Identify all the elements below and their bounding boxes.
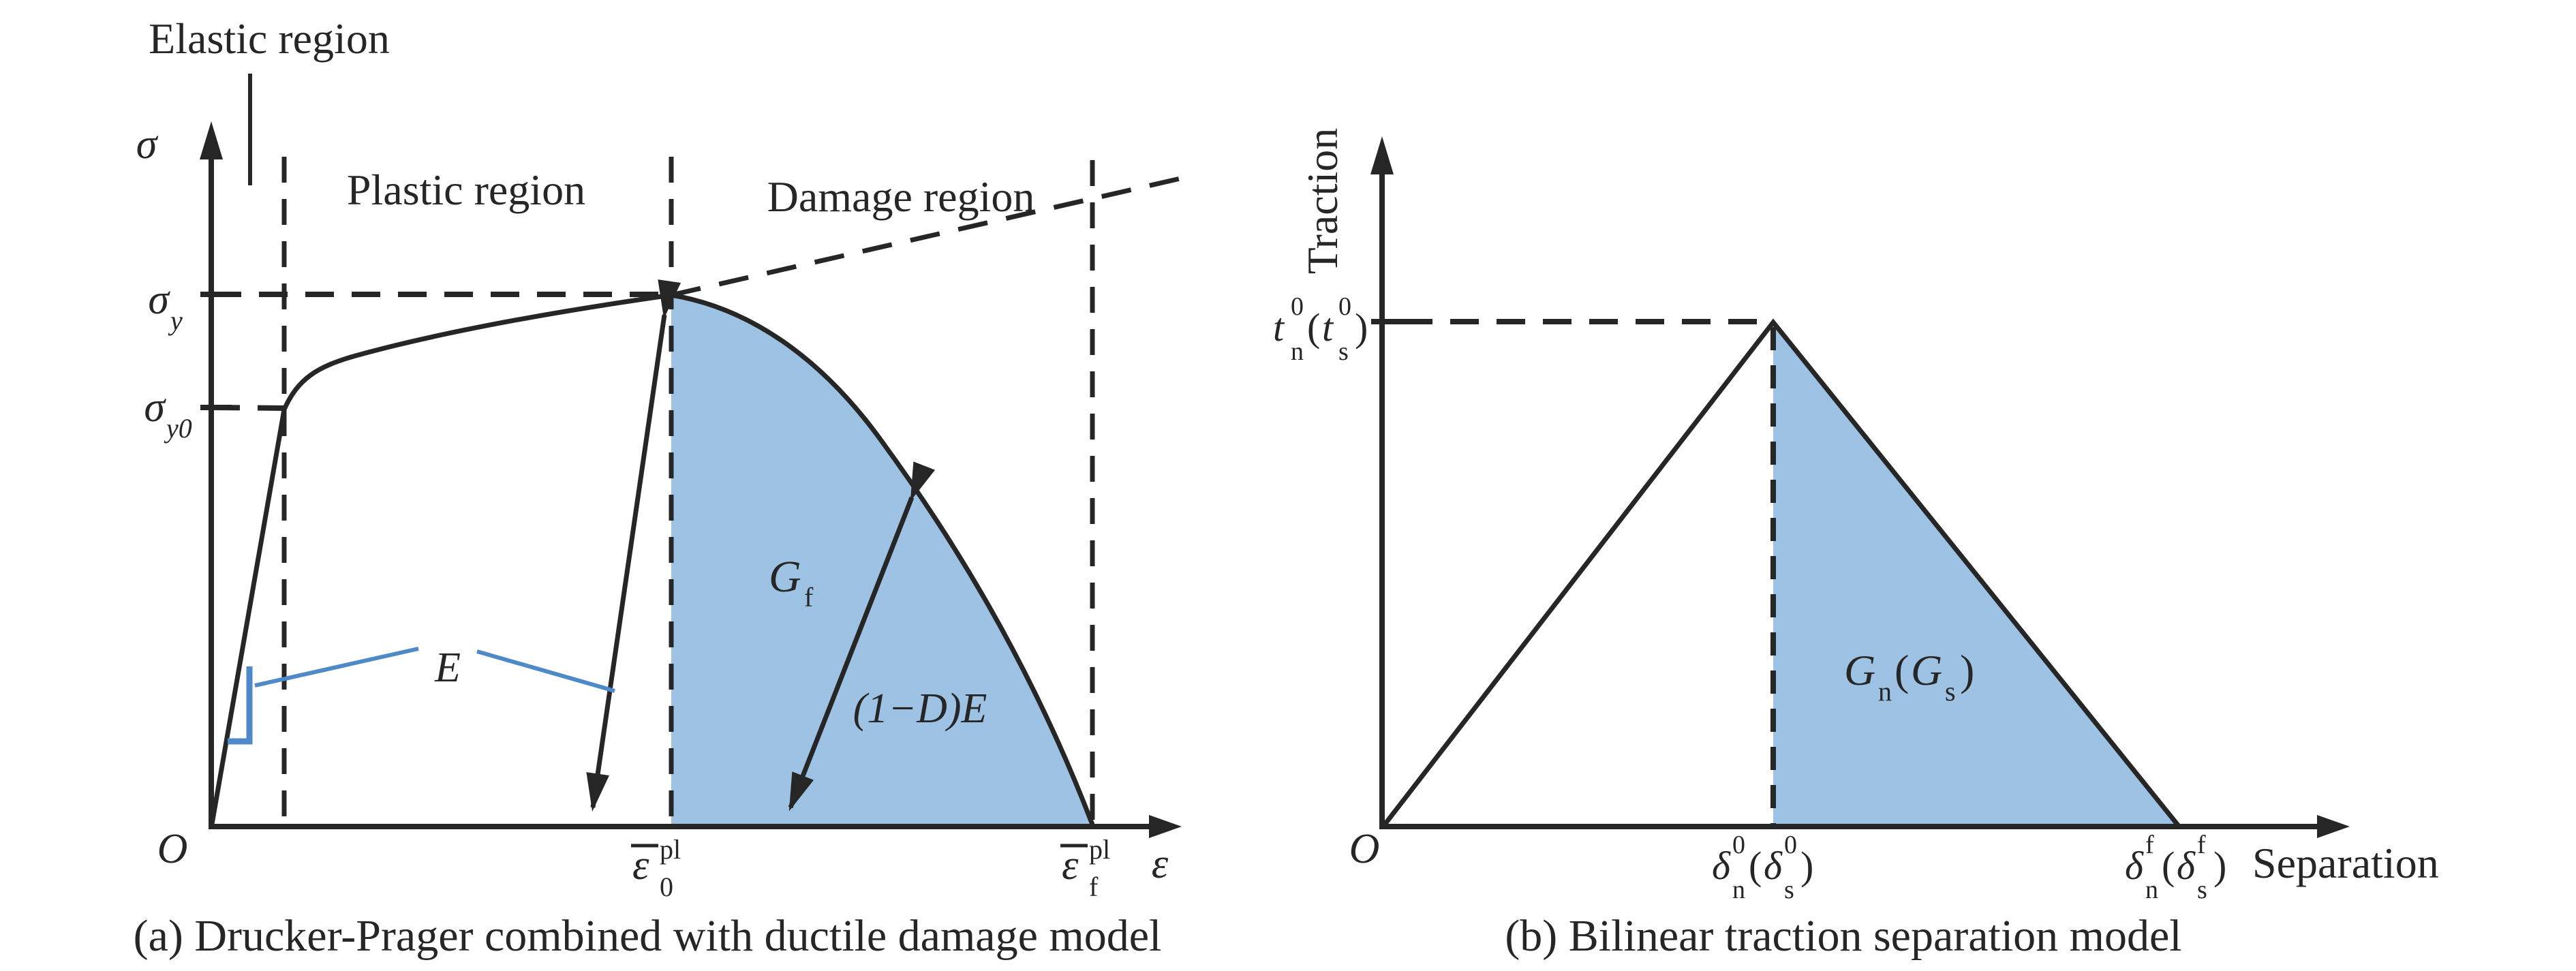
damage-region-label: Damage region [767, 172, 1035, 221]
damaged-unloading-arrow [788, 461, 936, 812]
svg-text:δ: δ [2177, 844, 2196, 888]
svg-text:): ) [1800, 844, 1813, 888]
svg-text:pl: pl [1089, 834, 1110, 865]
separation-axis-label: Separation [2252, 839, 2439, 887]
svg-text:s: s [2197, 876, 2207, 904]
fracture-energy-label: G f [769, 552, 814, 613]
svg-text:n: n [1291, 337, 1304, 366]
origin-label-b: O [1349, 826, 1380, 872]
svg-text:f: f [1089, 872, 1099, 902]
svg-text:f: f [2145, 831, 2154, 859]
svg-text:n: n [1732, 876, 1745, 904]
svg-text:): ) [1960, 646, 1974, 694]
hardening-extrapolation-dashed [671, 176, 1181, 298]
svg-text:(: ( [1749, 844, 1762, 888]
svg-text:(: ( [1895, 646, 1909, 694]
svg-text:): ) [2213, 844, 2226, 888]
panel-a: E Elastic region Plastic region Damage r… [134, 14, 1182, 961]
svg-text:G: G [769, 552, 801, 602]
sigma-y-label: σ y [148, 277, 183, 336]
svg-text:0: 0 [660, 872, 673, 902]
sigma-y0-label: σ y0 [144, 384, 191, 444]
svg-text:δ: δ [2125, 844, 2144, 888]
svg-text:δ: δ [1764, 844, 1783, 888]
sigma-axis-label: σ [136, 121, 159, 168]
svg-text:f: f [804, 582, 814, 613]
epsilon-axis-label: ε [1152, 841, 1169, 887]
plastic-region-label: Plastic region [347, 166, 585, 214]
svg-text:0: 0 [1338, 292, 1351, 321]
x-axis-b-arrowhead [2317, 815, 2350, 838]
caption-b: (b) Bilinear traction separation model [1505, 911, 2181, 961]
svg-text:s: s [1784, 876, 1794, 904]
svg-text:f: f [2197, 831, 2206, 859]
svg-text:s: s [1945, 676, 1956, 707]
svg-text:n: n [2145, 876, 2158, 904]
svg-text:t: t [1322, 305, 1334, 350]
fracture-energy-area [671, 295, 1092, 824]
svg-text:0: 0 [1784, 831, 1797, 859]
peak-separation-label: δ 0 n ( δ 0 s ) [1712, 831, 1813, 904]
caption-a: (a) Drucker-Prager combined with ductile… [134, 911, 1162, 961]
svg-text:ε: ε [632, 842, 649, 889]
modulus-label: E [434, 645, 461, 691]
svg-text:t: t [1273, 305, 1285, 350]
elastic-unloading-arrow [586, 279, 681, 812]
svg-text:G: G [1844, 646, 1875, 694]
traction-separation-curve [1380, 318, 2180, 830]
damage-softening-curve [671, 292, 1095, 826]
svg-text:0: 0 [1732, 831, 1745, 859]
peak-traction-label: t 0 n ( t 0 s ) [1273, 292, 1368, 366]
modulus-pointer-left [254, 647, 419, 688]
origin-label-a: O [157, 826, 188, 872]
failure-plastic-strain-label: ε pl f [1060, 834, 1110, 902]
y-axis-a-arrowhead [200, 121, 223, 159]
svg-text:): ) [1355, 305, 1368, 350]
modulus-slope-bracket [228, 666, 253, 745]
y-axis-b-arrowhead [1370, 136, 1394, 174]
svg-text:y: y [168, 305, 183, 336]
svg-text:s: s [1338, 337, 1349, 366]
svg-text:σ: σ [148, 277, 170, 323]
svg-text:(: ( [1307, 305, 1320, 350]
failure-separation-label: δ f n ( δ f s ) [2125, 831, 2226, 904]
svg-text:0: 0 [1291, 292, 1304, 321]
traction-axis-label: Traction [1298, 128, 1347, 275]
x-axis-a-arrowhead [1149, 815, 1182, 838]
svg-text:σ: σ [144, 384, 166, 431]
stress-strain-curve [209, 292, 672, 829]
svg-text:y0: y0 [164, 413, 192, 444]
onset-plastic-strain-label: ε pl 0 [631, 834, 681, 902]
modulus-pointer-right [476, 649, 615, 693]
elastic-region-label: Elastic region [149, 14, 390, 63]
svg-text:n: n [1878, 676, 1892, 707]
svg-text:δ: δ [1712, 844, 1731, 888]
damaged-modulus-label: (1−D)E [853, 685, 987, 732]
svg-text:ε: ε [1062, 842, 1079, 889]
svg-text:G: G [1911, 646, 1942, 694]
cohesive-energy-label: G n ( G s ) [1844, 646, 1974, 707]
svg-text:(: ( [2162, 844, 2175, 888]
svg-text:pl: pl [660, 834, 681, 865]
panel-b: Traction Separation O t 0 n ( t 0 s ) G … [1273, 128, 2439, 961]
